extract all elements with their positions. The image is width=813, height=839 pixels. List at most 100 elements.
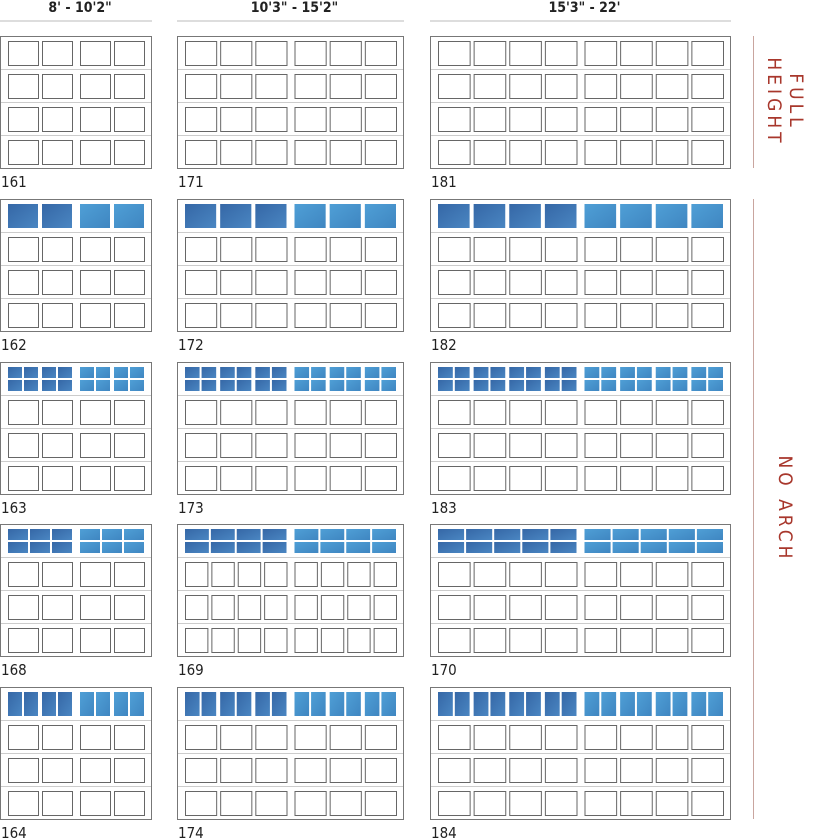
panel [320,595,345,620]
glass-lite [550,529,577,540]
glass-lite [691,692,707,716]
panel [620,237,653,262]
glass-lite [294,542,319,553]
panel [294,74,327,99]
panel [438,140,471,165]
glass-lite [96,367,110,378]
glass-lite [8,529,28,540]
panel [8,270,39,295]
panel [8,303,39,328]
panel [544,41,578,66]
panel [185,140,218,165]
panel [655,107,689,132]
panel [114,628,145,653]
panel [294,400,327,425]
panel [620,466,653,491]
glass-lite [236,367,252,378]
panel [185,107,218,132]
glass-lite [42,204,72,228]
panel [364,140,398,165]
glass-lite [346,380,361,391]
panel [473,628,507,653]
panel [42,562,73,587]
panel [620,595,653,620]
panel [691,725,724,750]
panel [185,595,209,620]
glass-lite [185,380,200,391]
glass-lite [294,380,310,391]
model-number: 168 [1,661,27,679]
panel [294,237,327,262]
glass-lite [438,542,465,553]
panel [691,791,724,816]
panel [691,758,724,783]
glass-lite [708,692,723,716]
panel [620,758,653,783]
glass-lite [102,542,122,553]
panel [329,791,362,816]
glass-lite [640,529,667,540]
glass-lite [80,692,94,716]
panel [544,400,578,425]
panel [364,433,398,458]
glass-lite [601,380,617,391]
glass-lite [550,542,577,553]
glass-lite [42,692,56,716]
panel [8,107,39,132]
panel [544,562,578,587]
panel [114,74,145,99]
panel [544,74,578,99]
door [177,199,404,332]
model-number: 161 [1,173,27,191]
panel [544,237,578,262]
side-label: FULL [785,73,807,130]
panel [220,791,253,816]
panel [329,140,362,165]
glass-lite [544,380,560,391]
glass-lite [329,204,361,228]
glass-lite [8,204,38,228]
door [177,36,404,169]
panel [473,270,507,295]
panel [294,628,318,653]
glass-lite [612,529,639,540]
panel [438,107,471,132]
glass-lite [262,542,287,553]
panel [42,725,73,750]
panel [620,74,653,99]
panel [655,303,689,328]
panel [655,725,689,750]
column-header: 15'3" - 22' [548,0,620,16]
glass-lite [372,529,396,540]
glass-lite [620,692,635,716]
panel [294,107,327,132]
glass-lite [620,380,635,391]
glass-lite [544,692,560,716]
glass-lite [8,380,22,391]
glass-lite [210,542,235,553]
glass-lite [466,529,493,540]
panel [255,303,288,328]
glass-lite [601,692,617,716]
glass-lite [220,367,235,378]
panel [584,628,618,653]
glass-lite [691,380,707,391]
panel [473,41,507,66]
glass-lite [346,367,361,378]
panel [509,74,542,99]
panel [264,562,288,587]
panel [42,791,73,816]
panel [114,562,145,587]
panel [655,466,689,491]
panel [255,41,288,66]
panel [620,725,653,750]
panel [220,433,253,458]
panel [544,433,578,458]
panel [80,237,111,262]
panel [691,400,724,425]
panel [237,562,262,587]
panel [438,303,471,328]
panel [584,562,618,587]
glass-lite [438,204,470,228]
glass-lite [672,380,688,391]
